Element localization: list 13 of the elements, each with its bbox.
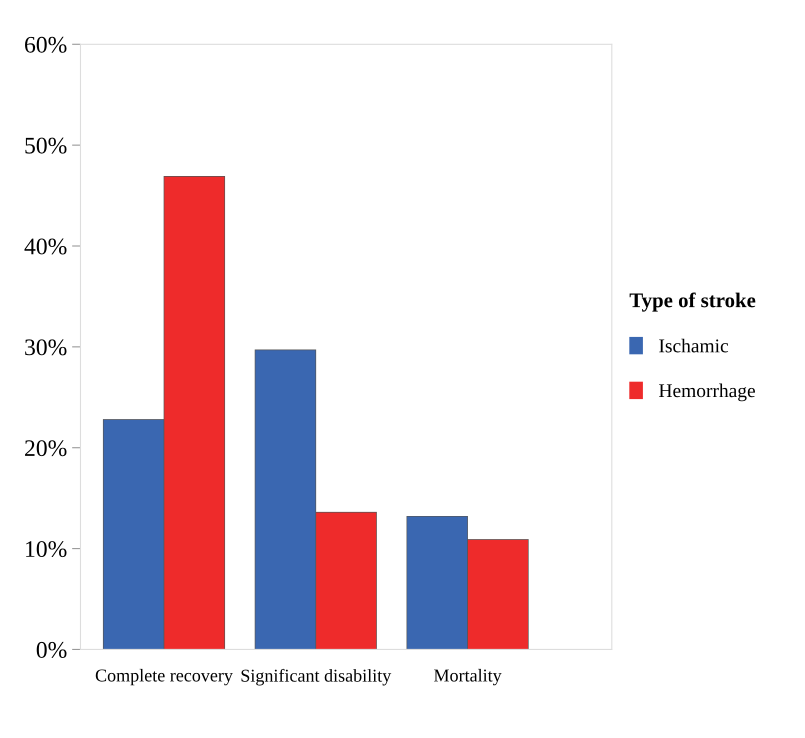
y-tick-label: 10%	[26, 541, 66, 558]
y-tick-label: 0%	[36, 642, 66, 658]
y-tick-label: 40%	[24, 238, 66, 254]
y-tick-label: 30%	[25, 339, 66, 356]
legend-label: Hemorrhage	[659, 384, 755, 402]
x-tick-label: Complete recovery	[96, 668, 233, 686]
y-tick-label: 20%	[25, 440, 66, 456]
x-tick-label: Significant disability	[242, 668, 392, 686]
legend-label: Ischamic	[659, 338, 728, 352]
x-tick-label: Mortality	[434, 668, 502, 686]
y-tick-label: 50%	[25, 138, 66, 154]
y-tick-label: 60%	[25, 36, 66, 53]
legend-title: Type of stroke	[630, 292, 756, 312]
